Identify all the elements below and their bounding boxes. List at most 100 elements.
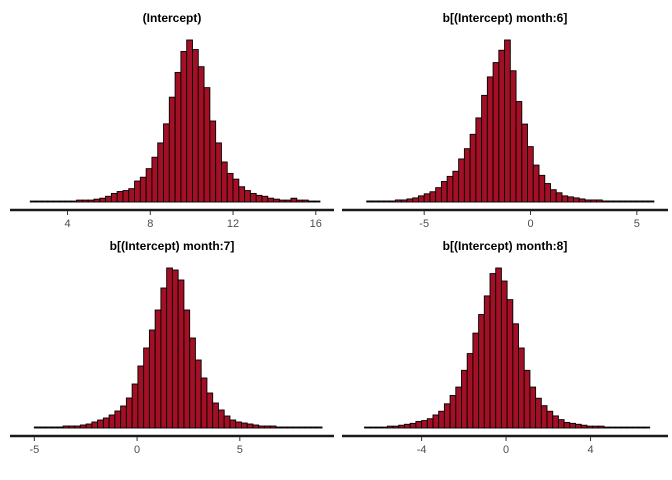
- histogram-bar: [601, 200, 609, 203]
- histogram-bar: [498, 49, 506, 203]
- histogram-bar: [429, 191, 437, 203]
- histogram-bar: [527, 146, 534, 203]
- histogram-bar: [483, 295, 491, 429]
- histogram-bar: [232, 178, 240, 203]
- histogram-bar: [148, 329, 156, 429]
- histogram-bar: [489, 273, 497, 429]
- histogram-bar: [540, 405, 548, 429]
- histogram-bar: [597, 425, 605, 429]
- histogram-bar: [171, 269, 179, 429]
- histogram-bar: [486, 76, 494, 203]
- histogram-bar: [398, 424, 405, 429]
- histogram-bar: [53, 200, 60, 203]
- histogram-bar: [56, 426, 64, 429]
- histogram-bar: [269, 425, 277, 429]
- histogram-bar: [258, 425, 265, 429]
- histogram-bar: [567, 196, 574, 203]
- histogram-bar: [206, 392, 214, 429]
- histogram-bar: [620, 426, 628, 429]
- histogram-bar: [249, 192, 257, 203]
- panel-title: b[(Intercept) month:7]: [110, 239, 235, 253]
- histogram-bar: [366, 200, 373, 203]
- histogram-bar: [105, 195, 112, 203]
- histogram-bar: [421, 420, 428, 429]
- histogram-bar: [423, 193, 431, 203]
- histogram-bar: [302, 199, 309, 203]
- histogram-bar: [87, 199, 95, 203]
- histogram-bar: [226, 172, 234, 203]
- histogram-bar: [45, 426, 53, 429]
- histogram-bar: [99, 197, 107, 203]
- histogram-bar: [62, 425, 70, 429]
- histogram-bar: [255, 194, 263, 203]
- x-tick-label: 12: [227, 218, 239, 230]
- histogram-bar: [235, 421, 242, 429]
- histogram-bar: [580, 424, 588, 429]
- histogram-bar: [125, 397, 133, 429]
- histogram-bar: [278, 199, 286, 203]
- x-tick-label: 0: [134, 444, 140, 456]
- x-tick-label: 5: [237, 444, 243, 456]
- histogram-bar: [529, 386, 537, 429]
- histogram-bar: [626, 426, 634, 429]
- histogram-bar: [93, 198, 101, 203]
- histogram-bar: [108, 414, 116, 429]
- histogram-bar: [194, 359, 202, 429]
- histogram-bar: [215, 142, 222, 203]
- histogram-bar: [139, 176, 147, 203]
- panel-title: b[(Intercept) month:8]: [443, 239, 568, 253]
- panel-title: b[(Intercept) month:6]: [443, 11, 568, 25]
- histogram-bar: [97, 419, 104, 429]
- histogram-bar: [381, 426, 388, 429]
- histogram-panel-3: b[(Intercept) month:7] -5 0 5: [10, 239, 334, 456]
- histogram-bar: [246, 423, 254, 429]
- histogram-bar: [573, 197, 580, 203]
- histogram-bar: [624, 200, 632, 203]
- histogram-bar: [636, 200, 643, 203]
- histogram-bar: [261, 195, 269, 203]
- histogram-bar: [426, 418, 434, 429]
- histogram-bar: [284, 199, 292, 203]
- histogram-bar: [440, 181, 448, 203]
- histogram-bar: [39, 426, 47, 429]
- histogram-bar: [70, 200, 78, 203]
- histogram-bar: [472, 332, 480, 429]
- histogram-bar: [131, 383, 139, 429]
- histogram-bar: [546, 410, 554, 429]
- histogram-bar: [512, 323, 519, 429]
- histogram-bar: [287, 426, 294, 429]
- histogram-bar: [443, 403, 451, 429]
- histogram-bar: [555, 192, 563, 203]
- histogram-bar: [417, 195, 425, 203]
- histogram-bar: [200, 377, 208, 429]
- histogram-bar: [110, 192, 118, 203]
- histogram-bar: [615, 426, 622, 429]
- histogram-bar: [203, 87, 211, 203]
- histogram-bar: [186, 39, 193, 203]
- histogram-bar: [296, 199, 304, 203]
- histogram-bar: [91, 421, 99, 429]
- histogram-bar: [630, 200, 638, 203]
- histogram-bar: [79, 424, 87, 429]
- histogram-bar: [415, 421, 423, 429]
- histogram-bar: [584, 199, 592, 203]
- histogram-bar: [495, 267, 502, 429]
- histogram-bar: [532, 164, 540, 203]
- histogram-bar: [463, 148, 471, 203]
- histogram-bar: [578, 198, 586, 203]
- histogram-bar: [151, 156, 159, 203]
- histogram-bar: [618, 200, 626, 203]
- histogram-bar: [281, 426, 288, 429]
- histogram-bar: [273, 198, 280, 203]
- histogram-bar: [290, 197, 298, 203]
- histogram-bar: [128, 188, 135, 203]
- histogram-bar: [267, 197, 275, 203]
- x-tick-label: 4: [587, 444, 593, 456]
- histogram-bar: [404, 423, 411, 429]
- histogram-bar: [85, 423, 93, 429]
- histogram-bar: [395, 199, 402, 203]
- histogram-bar: [51, 426, 58, 429]
- histogram-bar: [383, 200, 391, 203]
- histogram-bar: [209, 120, 217, 203]
